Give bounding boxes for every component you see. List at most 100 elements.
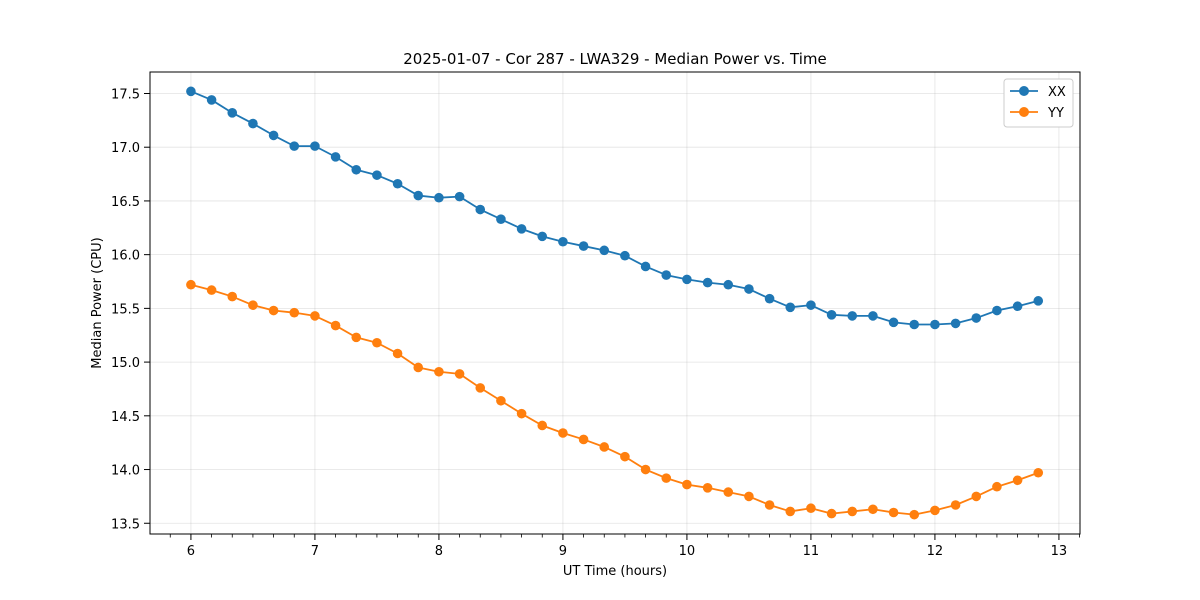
y-tick-label: 16.0: [111, 249, 140, 264]
data-point-xx: [992, 305, 1002, 316]
legend: XX YY: [1003, 78, 1074, 128]
data-point-xx: [764, 293, 775, 304]
plot-frame: [149, 71, 1081, 535]
data-point-xx: [248, 118, 258, 129]
data-point-xx: [620, 250, 630, 261]
data-point-xx: [950, 318, 961, 329]
data-point-yy: [434, 366, 444, 377]
data-point-yy: [888, 507, 899, 518]
data-point-yy: [227, 291, 238, 302]
x-tick-label: 7: [311, 544, 319, 559]
y-tick-label: 16.5: [111, 195, 140, 210]
data-point-yy: [578, 434, 589, 445]
data-point-yy: [537, 420, 548, 431]
data-point-xx: [661, 270, 672, 280]
data-point-yy: [702, 483, 713, 493]
data-point-xx: [310, 141, 320, 151]
data-point-yy: [620, 451, 630, 462]
legend-label-xx: XX: [1048, 85, 1066, 100]
data-point-xx: [289, 141, 300, 151]
y-tick-label: 14.0: [111, 464, 140, 479]
data-point-xx: [909, 319, 920, 330]
y-tick-label: 15.5: [111, 302, 140, 317]
data-point-yy: [847, 506, 858, 517]
data-point-yy: [744, 491, 754, 502]
data-point-xx: [413, 190, 424, 201]
data-point-xx: [351, 164, 362, 175]
data-point-yy: [475, 383, 486, 393]
data-point-xx: [454, 191, 465, 202]
data-point-xx: [578, 241, 589, 251]
data-point-yy: [1033, 467, 1044, 478]
data-point-yy: [1012, 475, 1023, 486]
data-point-xx: [930, 319, 940, 330]
data-point-xx: [558, 236, 568, 247]
data-point-yy: [868, 504, 878, 515]
data-point-yy: [516, 408, 527, 419]
data-point-xx: [723, 279, 734, 290]
y-tick-label: 17.0: [111, 141, 140, 156]
x-tick-label: 6: [187, 544, 195, 559]
chart-title: 2025-01-07 - Cor 287 - LWA329 - Median P…: [403, 50, 827, 68]
legend-marker-yy: [1019, 107, 1029, 117]
data-point-xx: [537, 231, 548, 242]
data-point-yy: [950, 500, 961, 510]
data-point-yy: [268, 305, 279, 316]
data-point-xx: [847, 311, 858, 321]
data-point-xx: [702, 277, 713, 288]
data-point-yy: [392, 348, 403, 359]
x-tick-label: 9: [559, 544, 567, 559]
data-point-xx: [640, 261, 651, 272]
data-point-yy: [413, 362, 424, 373]
data-point-yy: [826, 508, 837, 519]
x-axis-label: UT Time (hours): [563, 564, 667, 579]
data-point-yy: [206, 285, 217, 295]
y-tick-label: 15.0: [111, 356, 140, 371]
data-point-yy: [496, 395, 506, 406]
data-point-xx: [227, 108, 238, 118]
data-point-xx: [268, 130, 279, 141]
y-axis-label: Median Power (CPU): [90, 237, 105, 368]
data-point-xx: [1033, 296, 1044, 306]
x-tick-label: 8: [435, 544, 443, 559]
data-point-xx: [392, 178, 403, 189]
data-point-xx: [785, 302, 796, 313]
data-point-xx: [475, 204, 486, 215]
data-point-yy: [351, 332, 362, 343]
x-tick-label: 11: [803, 544, 820, 559]
data-point-yy: [454, 369, 465, 379]
data-point-xx: [186, 86, 196, 97]
data-point-xx: [744, 284, 754, 294]
data-point-yy: [661, 473, 672, 483]
data-point-xx: [868, 311, 878, 321]
data-point-yy: [930, 505, 940, 516]
x-tick-label: 10: [679, 544, 696, 559]
data-point-yy: [186, 279, 196, 290]
legend-label-yy: YY: [1047, 106, 1064, 121]
data-point-yy: [330, 320, 341, 331]
data-point-xx: [330, 152, 341, 162]
data-point-yy: [682, 479, 692, 490]
data-point-yy: [909, 509, 920, 520]
data-point-yy: [558, 428, 568, 438]
data-point-yy: [785, 506, 796, 517]
series-layer: [186, 86, 1044, 520]
x-tick-label: 13: [1051, 544, 1068, 559]
data-point-yy: [971, 491, 982, 502]
data-point-xx: [826, 310, 837, 320]
data-point-xx: [599, 245, 610, 256]
data-point-yy: [310, 311, 320, 321]
y-tick-label: 14.5: [111, 410, 140, 425]
data-point-yy: [289, 307, 300, 318]
data-point-xx: [971, 313, 982, 323]
data-point-xx: [206, 95, 217, 105]
legend-marker-xx: [1019, 86, 1029, 96]
data-point-yy: [992, 481, 1002, 492]
grid: [150, 72, 1080, 534]
data-point-xx: [806, 300, 816, 310]
data-point-xx: [1012, 301, 1023, 312]
x-tick-label: 12: [927, 544, 944, 559]
data-point-xx: [496, 214, 506, 224]
data-point-yy: [806, 503, 816, 514]
